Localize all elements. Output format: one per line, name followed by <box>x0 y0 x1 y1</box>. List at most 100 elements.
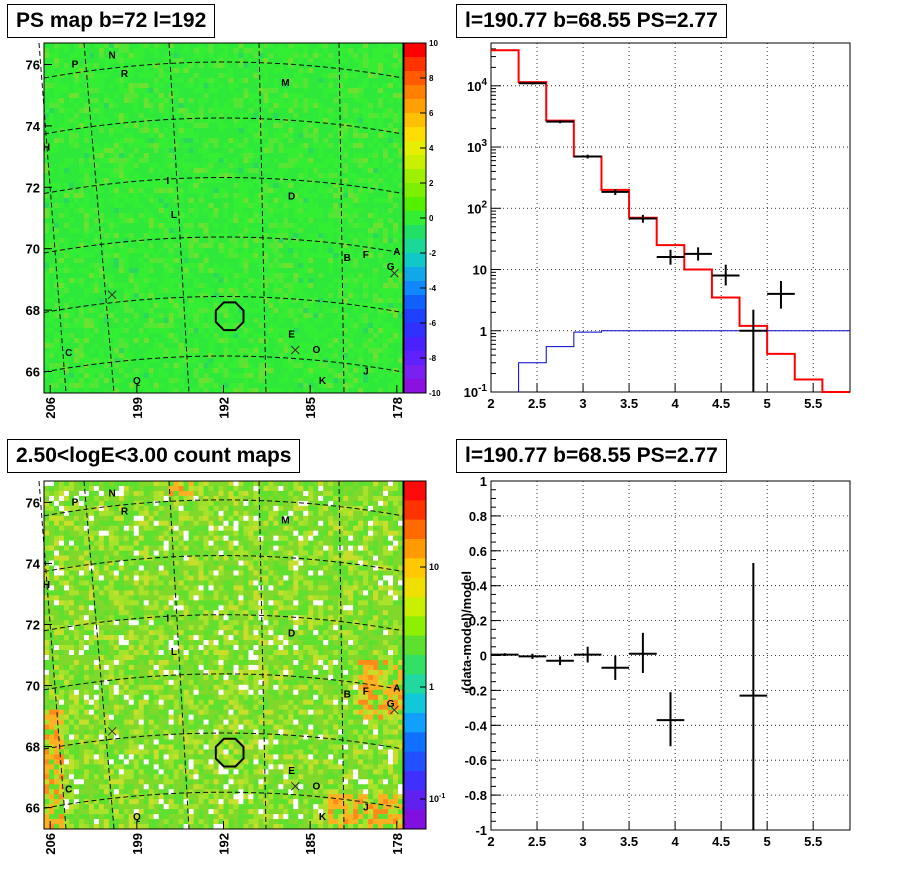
source-cross <box>290 345 300 355</box>
graticule-longitude <box>338 42 345 394</box>
count-colorbar-segment <box>404 771 426 791</box>
colorbar-tick-label: 0 <box>429 214 434 223</box>
source-label: K <box>319 376 327 387</box>
colorbar-tick-label: -4 <box>429 284 437 293</box>
spectrum-title: l=190.77 b=68.55 PS=2.77 <box>456 4 727 38</box>
count-colorbar-segment <box>404 577 426 598</box>
y-tick-label: 0.6 <box>469 544 487 559</box>
count-colorbar-segment <box>404 481 426 501</box>
count-colorbar-segment <box>404 635 426 656</box>
source-label: Q <box>133 376 141 387</box>
x-tick-label: 4.5 <box>712 834 730 849</box>
y-tick-label: 76 <box>26 495 40 510</box>
y-tick-label: 70 <box>26 242 40 257</box>
y-tick-label: 66 <box>26 801 40 816</box>
y-tick-label: 72 <box>26 180 40 195</box>
source-label: O <box>312 781 320 792</box>
count-colorbar-segment <box>404 500 426 521</box>
ps-colorbar-segment <box>404 127 426 142</box>
y-tick-label: 0 <box>480 649 487 664</box>
source-label: A <box>393 247 400 258</box>
ps-colorbar-segment <box>404 365 426 380</box>
y-tick-label: -0.2 <box>465 683 487 698</box>
source-label: A <box>393 684 400 695</box>
colorbar-tick-label: -2 <box>429 249 437 258</box>
x-tick-label: 185 <box>303 833 318 855</box>
source-label: G <box>387 262 395 273</box>
y-tick-label: 76 <box>26 57 40 72</box>
count-colorbar-segment <box>404 790 426 811</box>
residual-title: l=190.77 b=68.55 PS=2.77 <box>456 439 727 473</box>
x-tick-label: 2.5 <box>528 396 546 411</box>
ps-map-title: PS map b=72 l=192 <box>7 4 216 38</box>
y-tick-label: 10-1 <box>464 383 488 400</box>
point-source-circle <box>214 301 245 332</box>
source-label: Q <box>133 812 141 823</box>
y-tick-label: 1 <box>480 324 487 339</box>
source-label: F <box>363 250 369 261</box>
x-tick-label: 2.5 <box>528 834 546 849</box>
ps-colorbar-segment <box>404 197 426 212</box>
source-label: N <box>108 50 115 61</box>
source-label: J <box>363 367 369 378</box>
plot-frame <box>490 42 851 393</box>
count-colorbar-segment <box>404 597 426 617</box>
ps-colorbar-segment <box>404 379 426 394</box>
x-tick-label: 192 <box>217 833 232 855</box>
model-total-step <box>491 49 850 393</box>
x-tick-label: 206 <box>43 833 58 855</box>
source-label: L <box>171 210 177 221</box>
graticule-latitude <box>43 732 404 750</box>
source-label: R <box>121 69 129 80</box>
y-tick-label: 0.4 <box>469 579 488 594</box>
ps-colorbar-segment <box>404 85 426 100</box>
graticule-latitude <box>43 117 404 135</box>
source-label: B <box>344 690 351 701</box>
count-colorbar-segment <box>404 539 426 559</box>
ps-colorbar-segment <box>404 281 426 296</box>
x-tick-label: 2 <box>487 834 494 849</box>
graticule-latitude <box>43 296 404 313</box>
graticule-longitude <box>258 480 267 830</box>
ps-colorbar-segment <box>404 211 426 226</box>
graticule-longitude <box>338 480 345 830</box>
y-tick-label: 0.2 <box>469 614 487 629</box>
graticule-latitude <box>43 673 404 691</box>
source-label: D <box>288 629 295 640</box>
y-tick-label: -0.8 <box>465 788 487 803</box>
y-tick-label: 74 <box>26 556 41 571</box>
y-tick-label: 74 <box>26 119 41 134</box>
x-tick-label: 185 <box>303 397 318 419</box>
ps-colorbar-segment <box>404 225 426 240</box>
graticule-longitude <box>168 42 190 394</box>
ps-colorbar-segment <box>404 141 426 156</box>
colorbar-tick-label: -10 <box>429 389 441 398</box>
ps-colorbar-segment <box>404 99 426 114</box>
residual-panel: -1 -0.8 -0.6 -0.4 -0.2 0 0.2 0.4 0.6 0.8 1 2 2.5 3 3.5… <box>449 437 898 875</box>
ps-colorbar-segment <box>404 267 426 282</box>
x-tick-label: 206 <box>43 397 58 419</box>
y-tick-label: -1 <box>475 823 487 838</box>
colorbar-tick-label: 4 <box>429 144 434 153</box>
graticule-longitude <box>83 480 115 830</box>
x-tick-label: 5 <box>764 396 771 411</box>
residual-chart: -1 -0.8 -0.6 -0.4 -0.2 0 0.2 0.4 0.6 0.8 1 2 2.5 3 3.5… <box>459 474 851 849</box>
y-tick-label: 70 <box>26 679 40 694</box>
source-label: E <box>288 330 295 341</box>
source-label: N <box>108 488 115 499</box>
count-map-panel: 66 68 70 72 74 76 206 199 192 185 178 P N R M H I D L B F A G E… <box>0 437 449 875</box>
x-tick-label: 178 <box>390 833 405 855</box>
source-label: C <box>65 348 72 359</box>
point-source-circle <box>214 737 245 768</box>
graticule-latitude <box>43 614 404 632</box>
source-label: B <box>344 253 351 264</box>
source-label: J <box>363 803 369 814</box>
y-tick-label: 0.8 <box>469 509 487 524</box>
count-map-chart: 66 68 70 72 74 76 206 199 192 185 178 P NR M H I D L B F AG E… <box>26 480 445 855</box>
y-tick-label: 1 <box>480 474 487 489</box>
count-colorbar-segment <box>404 693 426 714</box>
x-tick-label: 3.5 <box>620 834 638 849</box>
x-tick-label: 4 <box>671 396 679 411</box>
source-label: O <box>312 345 320 356</box>
